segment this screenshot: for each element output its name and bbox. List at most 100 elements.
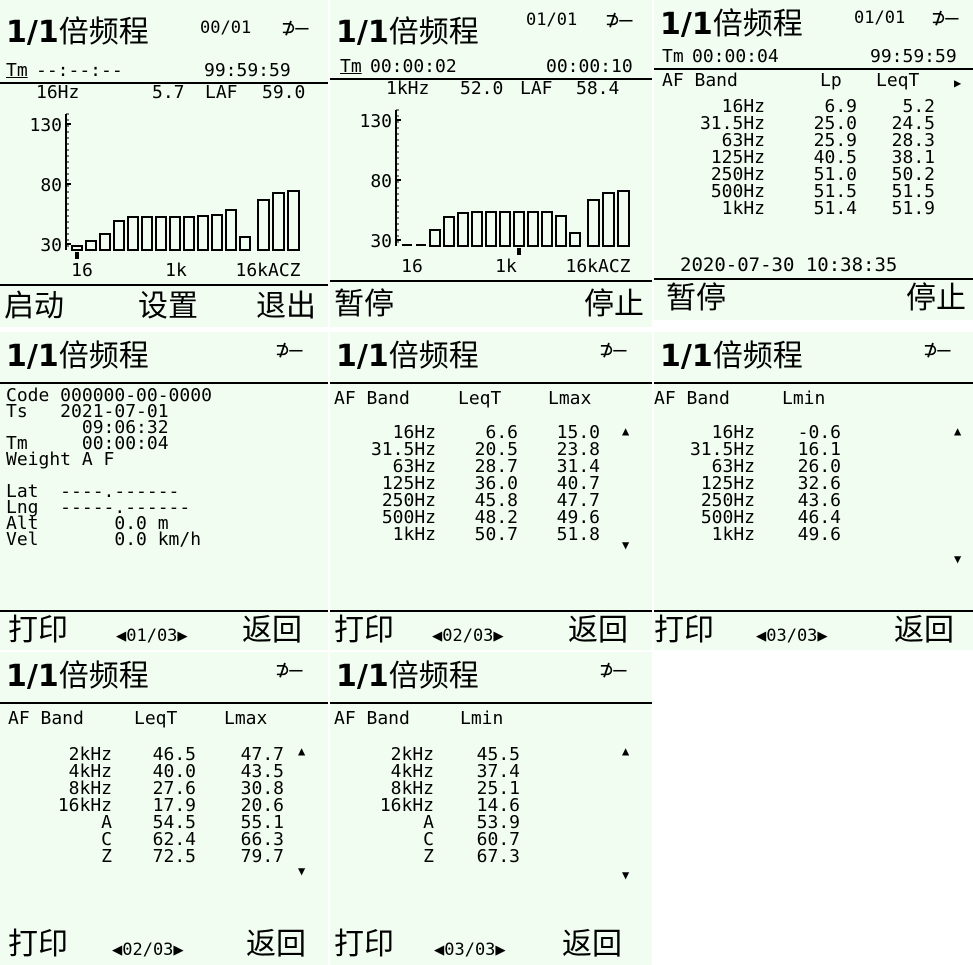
back-button[interactable]: 返回 — [242, 613, 302, 648]
scroll-down-icon[interactable]: ▼ — [622, 868, 630, 882]
scroll-up-icon[interactable]: ▲ — [622, 424, 630, 438]
spectrum-bar — [499, 211, 511, 247]
plug-icon: ⊅— — [600, 658, 627, 683]
exit-button[interactable]: 退出 — [256, 289, 316, 324]
spectrum-chart: 130 80 30 16 1k 16kACZ — [29, 113, 301, 280]
spectrum-bar — [617, 190, 630, 247]
print-button[interactable]: 打印 — [334, 927, 394, 962]
record-details: Code 000000-00-0000 Ts 2021-07-01 09:06:… — [6, 385, 212, 550]
page-nav[interactable]: ◀02/03▶ — [432, 626, 504, 646]
scroll-down-icon[interactable]: ▼ — [954, 552, 962, 566]
back-button[interactable]: 返回 — [568, 613, 628, 648]
spectrum-bar — [211, 214, 223, 251]
spectrum-bar — [541, 211, 553, 247]
lmax-column: 47.7 43.5 30.8 20.6 55.1 66.3 79.7 — [240, 744, 284, 867]
spectrum-bar — [169, 216, 181, 251]
col-header-band: AF Band — [334, 388, 410, 409]
tm-elapsed: --:--:-- — [36, 60, 123, 81]
tm-elapsed: 00:00:04 — [692, 46, 779, 67]
back-button[interactable]: 返回 — [246, 927, 306, 962]
pause-button[interactable]: 暂停 — [666, 281, 726, 316]
spectrum-bar — [257, 199, 270, 251]
mode-value: 58.4 — [576, 78, 620, 99]
screen-lmin-low: 1/1倍频程 ⊅— AF Band Lmin 16Hz 31.5Hz 63Hz … — [654, 332, 973, 650]
spectrum-bar — [513, 211, 525, 247]
scroll-up-icon[interactable]: ▲ — [622, 744, 630, 758]
col-header-band: AF Band — [654, 388, 730, 409]
x-tick-label: 16kACZ — [565, 256, 630, 276]
plug-icon: ⊅— — [282, 16, 309, 41]
plug-icon: ⊅— — [276, 658, 303, 683]
mode-label: LAF — [520, 78, 553, 99]
spectrum-bar — [485, 211, 497, 247]
settings-button[interactable]: 设置 — [138, 289, 198, 324]
mode-label: LAF — [205, 82, 238, 103]
print-button[interactable]: 打印 — [8, 613, 68, 648]
spectrum-bar — [155, 216, 167, 251]
tm-total: 99:59:59 — [870, 46, 957, 67]
leqt-column: 6.6 20.5 28.7 36.0 45.8 48.2 50.7 — [474, 422, 518, 545]
page-indicator: 00/01 — [200, 18, 252, 38]
spectrum-bar — [85, 240, 97, 251]
divider — [0, 82, 328, 84]
pause-button[interactable]: 暂停 — [334, 287, 394, 322]
tick-label: 130 — [359, 111, 392, 132]
back-button[interactable]: 返回 — [894, 613, 954, 648]
col-header-lmin: Lmin — [782, 388, 826, 409]
spectrum-bar — [287, 190, 300, 251]
spectrum-bar — [471, 211, 483, 247]
plug-icon: ⊅— — [600, 338, 627, 363]
scroll-down-icon[interactable]: ▼ — [622, 538, 630, 552]
next-arrow-icon[interactable]: ▶ — [954, 76, 962, 90]
screen-leq-lmax-low: 1/1倍频程 ⊅— AF Band LeqT Lmax 16Hz 31.5Hz … — [330, 332, 652, 650]
spectrum-bar — [429, 229, 441, 247]
divider — [330, 610, 652, 612]
screen-leq-lmax-high: 1/1倍频程 ⊅— AF Band LeqT Lmax 2kHz 4kHz 8k… — [0, 652, 328, 965]
col-header-lp: Lp — [820, 70, 842, 91]
col-header-lmax: Lmax — [224, 708, 268, 729]
band-column: 16Hz 31.5Hz 63Hz 125Hz 250Hz 500Hz 1kHz — [689, 422, 755, 545]
title: 1/1倍频程 — [660, 7, 803, 42]
leqt-column: 46.5 40.0 27.6 17.9 54.5 62.4 72.5 — [152, 744, 196, 867]
back-button[interactable]: 返回 — [562, 927, 622, 962]
page-nav[interactable]: ◀01/03▶ — [116, 626, 188, 646]
divider — [654, 610, 973, 612]
scroll-up-icon[interactable]: ▲ — [954, 424, 962, 438]
scroll-up-icon[interactable]: ▲ — [298, 744, 306, 758]
tick-label: 30 — [40, 235, 62, 256]
col-header-band: AF Band — [662, 70, 738, 91]
col-header-band: AF Band — [334, 708, 410, 729]
divider — [330, 702, 652, 704]
page-nav[interactable]: ◀03/03▶ — [434, 940, 506, 960]
band-column: 16Hz 31.5Hz 63Hz 125Hz 250Hz 500Hz 1kHz — [699, 96, 765, 219]
stop-button[interactable]: 停止 — [584, 287, 644, 322]
band-value: 52.0 — [460, 78, 504, 99]
leqt-column: 5.2 24.5 28.3 38.1 50.2 51.5 51.9 — [891, 96, 935, 219]
tm-label: Tm — [662, 46, 684, 67]
divider — [0, 702, 328, 704]
start-button[interactable]: 启动 — [4, 289, 64, 324]
tick-label: 30 — [370, 231, 392, 252]
stop-button[interactable]: 停止 — [906, 281, 966, 316]
screen-record-info: 1/1倍频程 ⊅— Code 000000-00-0000 Ts 2021-07… — [0, 332, 328, 650]
spectrum-bar — [183, 216, 195, 251]
x-tick-label: 16kACZ — [235, 260, 300, 280]
print-button[interactable]: 打印 — [8, 927, 68, 962]
band-column: 16Hz 31.5Hz 63Hz 125Hz 250Hz 500Hz 1kHz — [370, 422, 436, 545]
print-button[interactable]: 打印 — [654, 613, 714, 648]
spectrum-bar — [127, 216, 139, 251]
scroll-down-icon[interactable]: ▼ — [298, 864, 306, 878]
col-header-lmin: Lmin — [460, 708, 504, 729]
band-label: 1kHz — [386, 78, 430, 99]
col-header-leqt: LeqT — [876, 70, 920, 91]
page-nav[interactable]: ◀02/03▶ — [112, 940, 184, 960]
screen-lmin-high: 1/1倍频程 ⊅— AF Band Lmin 2kHz 4kHz 8kHz 16… — [330, 652, 652, 965]
spectrum-chart: 130 80 30 16 1k 16kACZ — [359, 109, 631, 276]
spectrum-bar — [141, 216, 153, 251]
spectrum-bar — [272, 192, 285, 251]
print-button[interactable]: 打印 — [334, 613, 394, 648]
divider — [654, 68, 973, 70]
page-nav[interactable]: ◀03/03▶ — [756, 626, 828, 646]
lmin-column: -0.6 16.1 26.0 32.6 43.6 46.4 49.6 — [797, 422, 841, 545]
spectrum-bar — [71, 245, 83, 251]
